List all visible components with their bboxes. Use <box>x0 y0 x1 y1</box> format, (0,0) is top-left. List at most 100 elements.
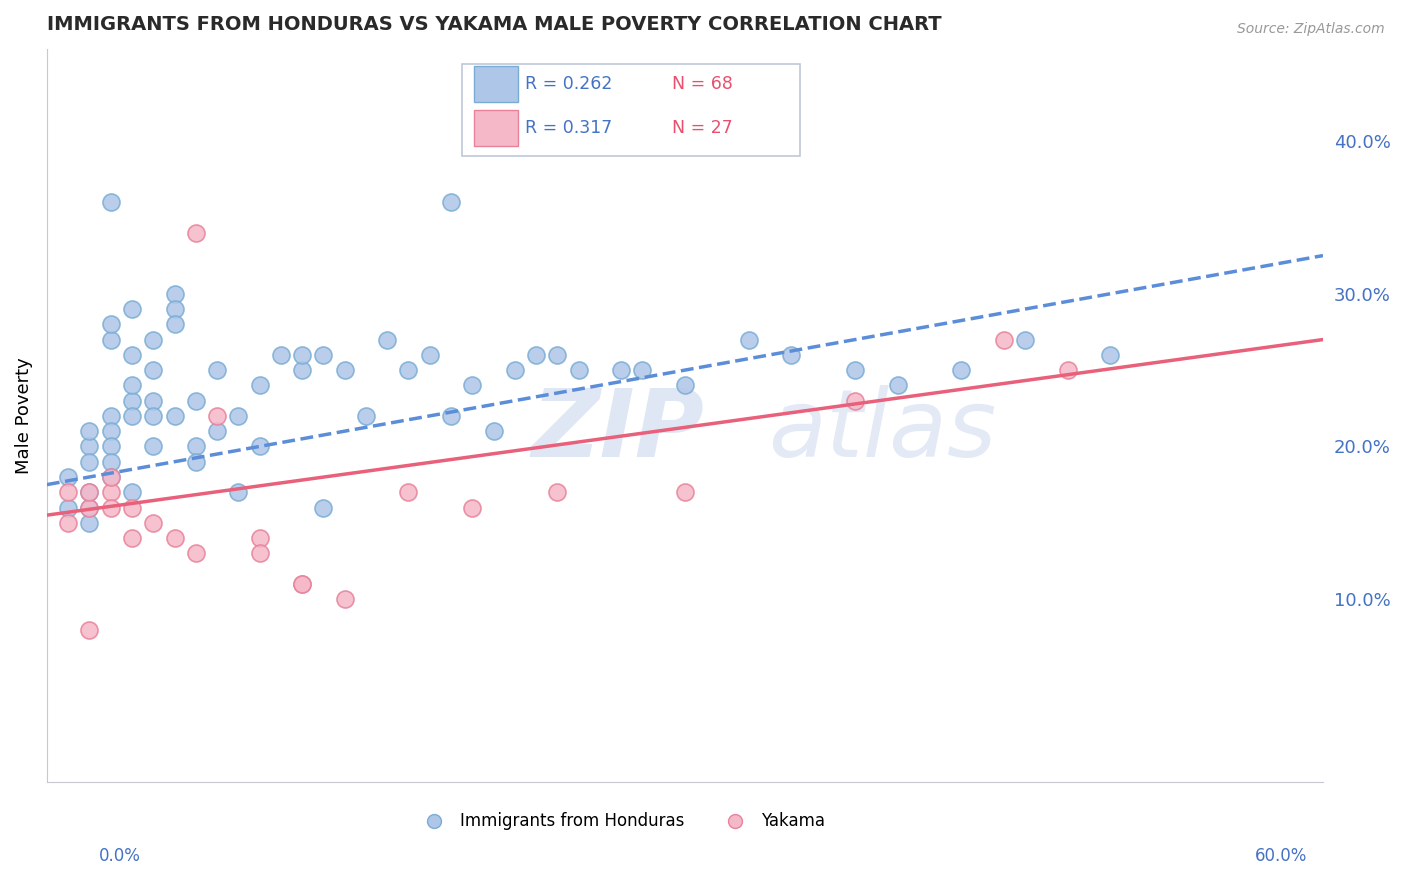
Point <box>291 348 314 362</box>
Point <box>121 500 143 515</box>
Point <box>79 623 101 637</box>
Point <box>375 333 398 347</box>
Point <box>844 393 866 408</box>
Text: atlas: atlas <box>768 385 995 476</box>
Point <box>184 393 207 408</box>
Point <box>886 378 908 392</box>
Point <box>79 439 101 453</box>
Point <box>56 500 79 515</box>
Point <box>100 409 122 423</box>
Point <box>142 409 165 423</box>
Point <box>163 318 186 332</box>
Point <box>184 546 207 560</box>
Text: N = 27: N = 27 <box>672 120 733 137</box>
Point <box>226 485 249 500</box>
Point <box>503 363 526 377</box>
Point <box>100 333 122 347</box>
Point <box>1014 333 1036 347</box>
Point <box>205 363 228 377</box>
Point <box>673 378 696 392</box>
Point <box>121 348 143 362</box>
Point <box>631 363 654 377</box>
Point <box>1099 348 1122 362</box>
Point <box>142 393 165 408</box>
Point <box>56 485 79 500</box>
Point <box>121 409 143 423</box>
Point <box>312 348 335 362</box>
Point <box>100 500 122 515</box>
Point <box>249 439 271 453</box>
Point <box>100 195 122 210</box>
Point <box>950 363 973 377</box>
Point <box>333 363 356 377</box>
FancyBboxPatch shape <box>474 66 517 103</box>
Point <box>844 363 866 377</box>
Point <box>249 378 271 392</box>
Point <box>142 439 165 453</box>
Point <box>524 348 547 362</box>
Point <box>398 363 420 377</box>
Point <box>482 424 505 438</box>
Point <box>673 485 696 500</box>
Point <box>610 363 633 377</box>
Point <box>121 485 143 500</box>
Point <box>79 500 101 515</box>
Point <box>79 485 101 500</box>
Point <box>142 363 165 377</box>
Point <box>270 348 292 362</box>
Point <box>333 592 356 607</box>
Point <box>568 363 591 377</box>
Point <box>100 455 122 469</box>
Point <box>184 455 207 469</box>
Point <box>121 393 143 408</box>
Point <box>291 577 314 591</box>
Point <box>100 424 122 438</box>
Point <box>184 226 207 240</box>
Point <box>312 500 335 515</box>
Text: R = 0.262: R = 0.262 <box>526 75 613 94</box>
Point <box>100 485 122 500</box>
Point <box>419 348 441 362</box>
Text: IMMIGRANTS FROM HONDURAS VS YAKAMA MALE POVERTY CORRELATION CHART: IMMIGRANTS FROM HONDURAS VS YAKAMA MALE … <box>46 15 942 34</box>
Point <box>79 500 101 515</box>
Point <box>100 470 122 484</box>
Point <box>184 439 207 453</box>
Point <box>1056 363 1078 377</box>
Point <box>79 455 101 469</box>
Point <box>354 409 377 423</box>
Legend: Immigrants from Honduras, Yakama: Immigrants from Honduras, Yakama <box>411 805 832 837</box>
Point <box>461 378 484 392</box>
Point <box>100 470 122 484</box>
Y-axis label: Male Poverty: Male Poverty <box>15 358 32 475</box>
Point <box>291 363 314 377</box>
Point <box>163 286 186 301</box>
Point <box>163 409 186 423</box>
Point <box>993 333 1015 347</box>
Point <box>142 333 165 347</box>
Point <box>780 348 803 362</box>
Text: R = 0.317: R = 0.317 <box>526 120 613 137</box>
Text: 0.0%: 0.0% <box>98 847 141 865</box>
Point <box>121 301 143 316</box>
Point <box>226 409 249 423</box>
Point <box>100 318 122 332</box>
Point <box>163 531 186 545</box>
Point <box>440 409 463 423</box>
FancyBboxPatch shape <box>461 64 800 156</box>
Text: 60.0%: 60.0% <box>1256 847 1308 865</box>
Point <box>163 301 186 316</box>
Point <box>79 485 101 500</box>
Point <box>205 424 228 438</box>
Point <box>398 485 420 500</box>
Point <box>249 531 271 545</box>
Point <box>249 546 271 560</box>
Point <box>546 348 568 362</box>
Point <box>56 516 79 530</box>
Point <box>205 409 228 423</box>
Point <box>546 485 568 500</box>
Point <box>738 333 761 347</box>
Point <box>440 195 463 210</box>
Point <box>56 470 79 484</box>
Point <box>121 378 143 392</box>
Text: Source: ZipAtlas.com: Source: ZipAtlas.com <box>1237 22 1385 37</box>
